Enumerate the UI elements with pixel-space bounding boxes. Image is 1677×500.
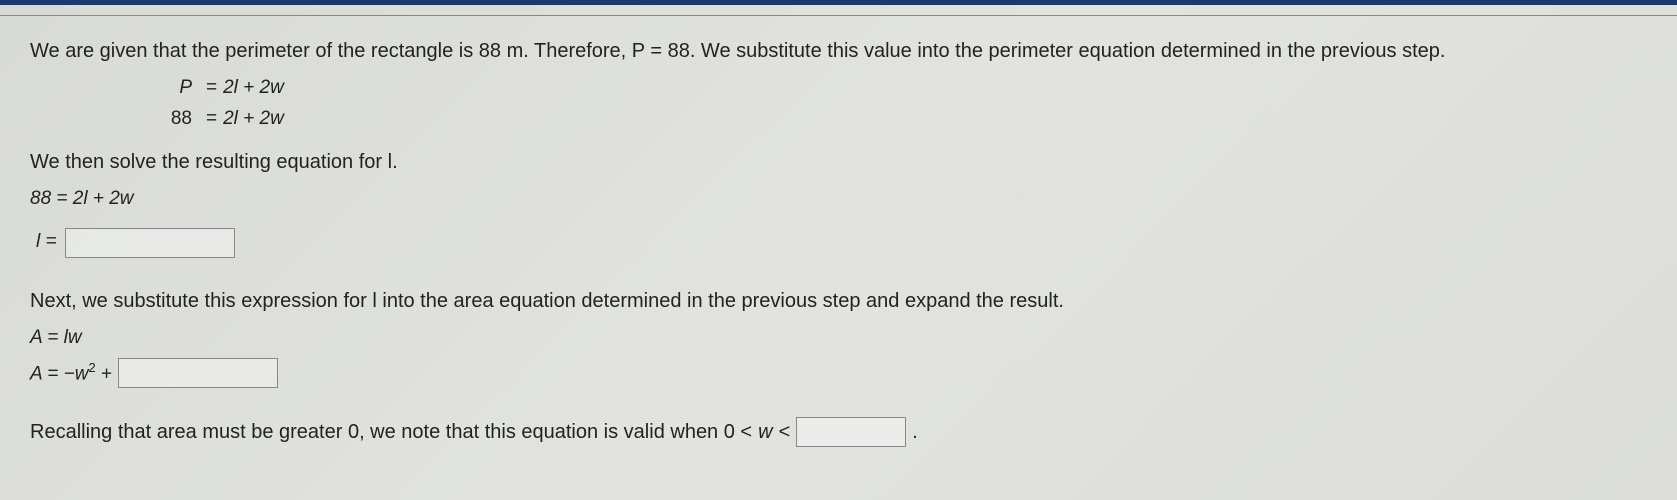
eq2-lhs: 88 bbox=[160, 105, 200, 134]
area-equation: A = lw bbox=[30, 324, 1647, 353]
area-prefix-text: A = −w bbox=[30, 363, 88, 384]
final-var: w bbox=[758, 417, 772, 447]
solve-prompt: We then solve the resulting equation for… bbox=[30, 147, 1647, 177]
answer-input-w-upper[interactable] bbox=[796, 417, 906, 447]
area-expand-row: A = −w2 + bbox=[30, 358, 1647, 389]
header-accent-bar bbox=[0, 0, 1677, 5]
area-expand-prefix: A = −w2 + bbox=[30, 358, 112, 389]
perimeter-equations: P = 2l + 2w 88 = 2l + 2w bbox=[160, 74, 1647, 133]
area-plus: + bbox=[96, 363, 112, 384]
eq1-rhs: 2l + 2w bbox=[223, 74, 284, 103]
answer-input-l[interactable] bbox=[65, 228, 235, 258]
problem-content: We are given that the perimeter of the r… bbox=[0, 16, 1677, 457]
final-lt: < bbox=[779, 417, 791, 447]
eq2-equals: = bbox=[200, 105, 223, 134]
eq2-rhs: 2l + 2w bbox=[223, 105, 284, 134]
final-prefix: Recalling that area must be greater 0, w… bbox=[30, 417, 752, 447]
solve-prompt-text: We then solve the resulting equation for… bbox=[30, 151, 398, 173]
substitute-prompt: Next, we substitute this expression for … bbox=[30, 286, 1647, 316]
eq1-equals: = bbox=[200, 74, 223, 103]
l-equals-label: l = bbox=[36, 228, 57, 257]
equation-3: 88 = 2l + 2w bbox=[30, 185, 1647, 214]
intro-text: We are given that the perimeter of the r… bbox=[30, 36, 1647, 66]
equation-row-2: 88 = 2l + 2w bbox=[160, 105, 1647, 134]
eq1-lhs: P bbox=[160, 74, 200, 103]
validity-line: Recalling that area must be greater 0, w… bbox=[30, 417, 1647, 447]
answer-input-area-coeff[interactable] bbox=[118, 358, 278, 388]
equation-row-1: P = 2l + 2w bbox=[160, 74, 1647, 103]
l-equals-row: l = bbox=[36, 228, 1647, 258]
final-period: . bbox=[912, 417, 918, 447]
area-exponent: 2 bbox=[88, 360, 95, 375]
